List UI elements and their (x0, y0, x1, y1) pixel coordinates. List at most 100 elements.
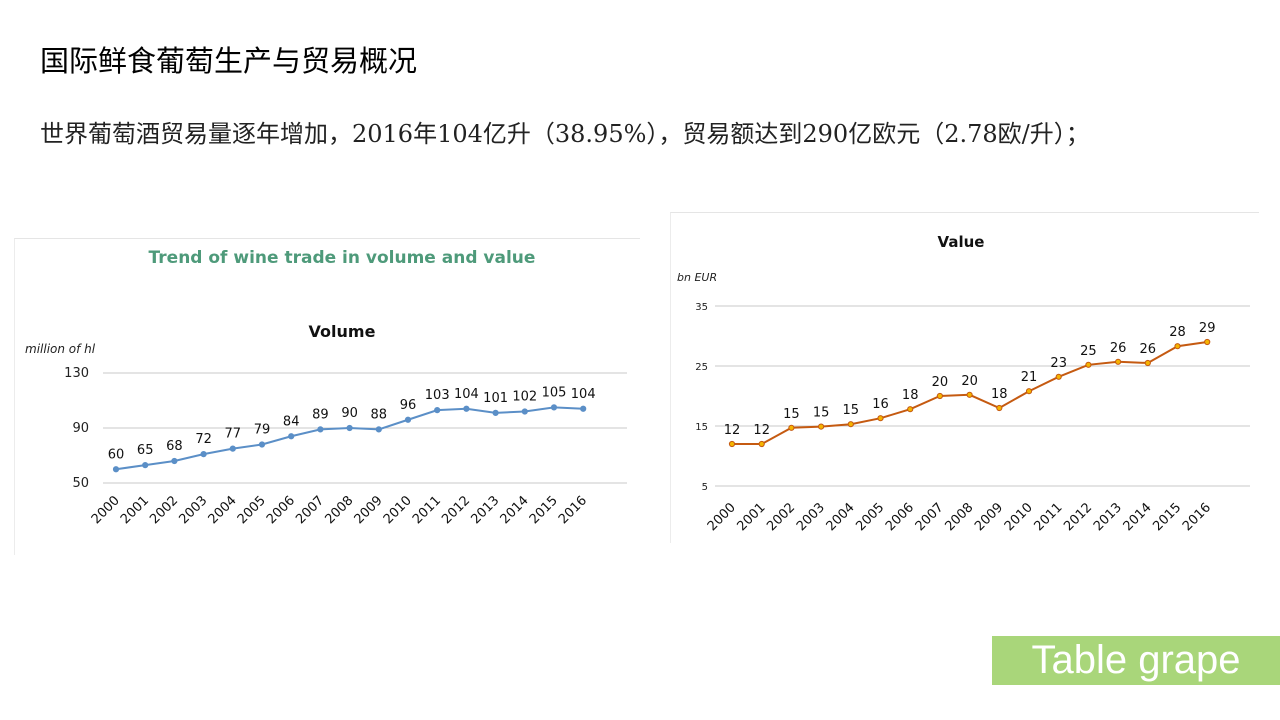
x-tick-label: 2009 (972, 500, 1006, 534)
x-tick-label: 2001 (118, 493, 152, 527)
chart-overall-title: Trend of wine trade in volume and value (149, 248, 536, 268)
data-point (1025, 388, 1033, 395)
y-tick-label: 5 (702, 482, 708, 493)
data-point (996, 404, 1003, 412)
data-label: 101 (483, 391, 508, 406)
volume-chart-panel: Trend of wine trade in volume and value V… (14, 238, 640, 555)
data-point (936, 392, 943, 400)
y-axis-label: million of hl (25, 342, 96, 356)
data-point (492, 409, 499, 416)
x-tick-label: 2009 (352, 493, 386, 527)
y-axis-label: bn EUR (677, 271, 717, 284)
table-grape-badge: Table grape (992, 636, 1280, 685)
slide-body-text: 世界葡萄酒贸易量逐年增加，2016年104亿升（38.95%），贸易额达到290… (40, 120, 1090, 148)
slide-title: 国际鲜食葡萄生产与贸易概况 (40, 44, 418, 78)
x-tick-label: 2000 (705, 500, 739, 534)
y-tick-label: 90 (72, 421, 89, 436)
x-tick-label: 2003 (794, 500, 828, 534)
data-point (200, 451, 207, 458)
y-tick-label: 50 (72, 476, 89, 491)
x-tick-label: 2011 (410, 493, 444, 527)
data-point (1144, 359, 1151, 367)
data-label: 28 (1169, 325, 1186, 340)
x-tick-label: 2003 (176, 493, 210, 527)
data-point (463, 405, 470, 412)
x-tick-label: 2010 (1002, 500, 1036, 534)
data-label: 26 (1140, 342, 1157, 357)
data-point (346, 424, 353, 432)
data-label: 15 (813, 406, 830, 421)
x-tick-label: 2014 (1121, 500, 1155, 534)
data-point (550, 404, 558, 411)
volume-chart: Trend of wine trade in volume and value V… (25, 248, 627, 527)
x-tick-label: 2005 (853, 500, 887, 534)
data-point (434, 407, 441, 414)
x-tick-label: 2016 (1180, 500, 1214, 534)
data-label: 88 (371, 407, 388, 422)
data-point (521, 408, 528, 415)
data-point (1085, 361, 1092, 368)
x-tick-label: 2016 (556, 493, 590, 527)
data-point (907, 406, 914, 413)
data-label: 16 (872, 397, 889, 412)
x-tick-label: 2010 (381, 493, 415, 527)
data-label: 96 (400, 398, 417, 413)
data-label: 60 (108, 447, 125, 462)
x-tick-label: 2001 (735, 500, 769, 534)
x-tick-label: 2007 (913, 500, 947, 534)
y-tick-label: 35 (695, 302, 708, 313)
x-tick-label: 2013 (1091, 500, 1125, 534)
data-label: 102 (512, 390, 537, 405)
data-label: 23 (1050, 356, 1067, 371)
data-label: 18 (902, 388, 919, 403)
data-point (580, 405, 587, 412)
data-label: 29 (1199, 321, 1216, 336)
y-tick-label: 15 (695, 422, 708, 433)
x-tick-label: 2007 (293, 493, 327, 527)
data-point (788, 424, 795, 431)
x-tick-label: 2004 (206, 493, 240, 527)
data-point (1174, 343, 1181, 350)
data-point (818, 423, 825, 430)
x-tick-label: 2012 (439, 493, 473, 527)
data-point (112, 466, 120, 473)
data-label: 21 (1021, 370, 1038, 385)
data-label: 65 (137, 443, 154, 458)
data-label: 72 (195, 432, 212, 447)
data-label: 105 (542, 385, 567, 400)
data-point (1055, 373, 1062, 380)
data-point (258, 441, 266, 448)
data-point (404, 416, 412, 423)
chart-title: Value (938, 233, 985, 251)
data-point (375, 426, 382, 433)
value-chart: Value bn EUR 5 15 25 35 12 2000 12 2001 15 2002 15 20… (677, 233, 1250, 534)
x-tick-label: 2015 (527, 493, 561, 527)
data-point (728, 440, 736, 448)
x-tick-label: 2008 (942, 500, 976, 534)
value-chart-panel: Value bn EUR 5 15 25 35 12 2000 12 2001 15 2002 15 20… (670, 212, 1259, 543)
x-tick-label: 2005 (235, 493, 269, 527)
data-point (288, 433, 295, 440)
x-tick-label: 2006 (883, 500, 917, 534)
data-label: 12 (753, 423, 770, 438)
y-tick-label: 25 (695, 362, 708, 373)
data-point (758, 440, 765, 448)
data-point (1204, 338, 1211, 346)
data-label: 18 (991, 387, 1008, 402)
data-point (171, 457, 178, 465)
x-tick-label: 2011 (1032, 500, 1066, 534)
x-tick-label: 2014 (498, 493, 532, 527)
x-tick-label: 2002 (147, 493, 181, 527)
data-label: 25 (1080, 344, 1097, 359)
data-label: 20 (932, 375, 949, 390)
data-label: 84 (283, 414, 300, 429)
x-tick-label: 2008 (322, 493, 356, 527)
chart-title: Volume (309, 322, 376, 341)
data-label: 20 (961, 374, 978, 389)
data-label: 90 (341, 406, 358, 421)
data-label: 68 (166, 439, 183, 454)
x-tick-label: 2004 (824, 500, 858, 534)
data-point (142, 462, 149, 469)
data-point (877, 415, 884, 422)
x-tick-label: 2013 (468, 493, 502, 527)
